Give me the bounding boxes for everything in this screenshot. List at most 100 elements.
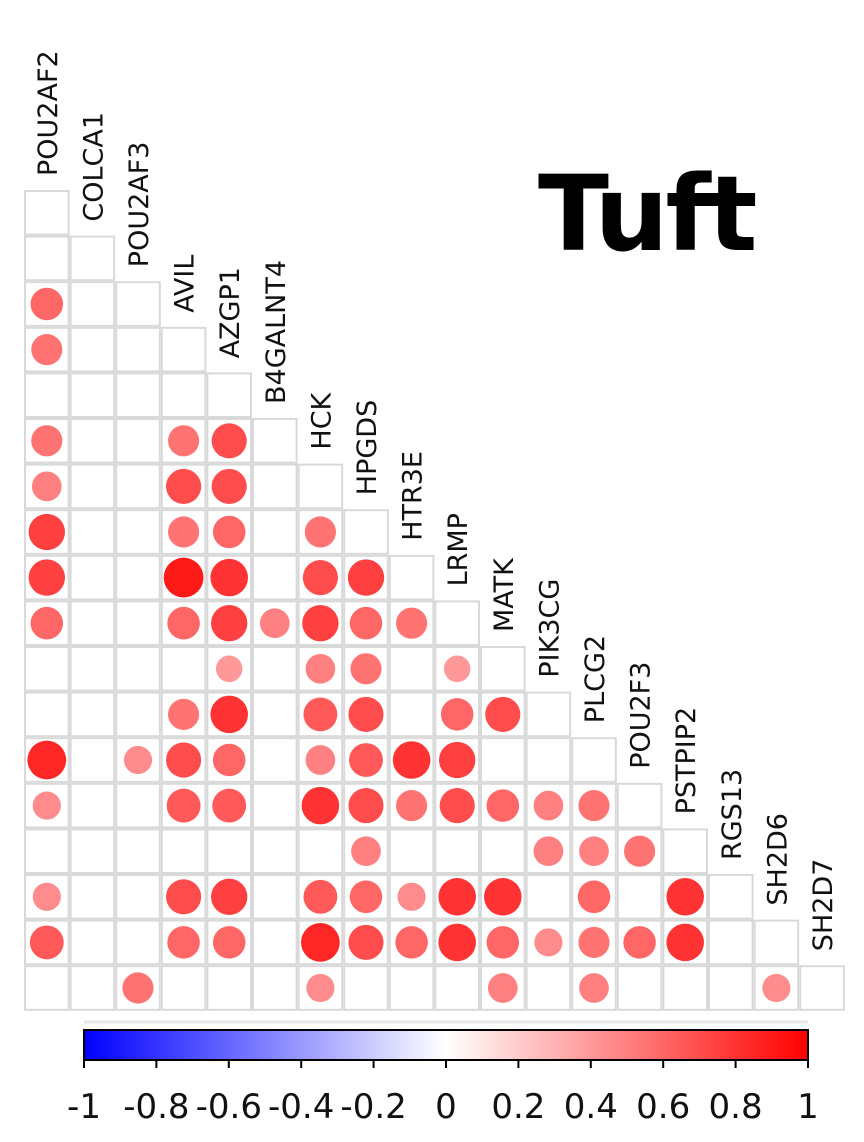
cell-sh2d7-pik3cg bbox=[525, 965, 572, 1011]
cell-plcg2-pik3cg bbox=[525, 737, 572, 783]
cell-rgs13-colca1 bbox=[69, 874, 116, 920]
cell-sh2d7-lrmp bbox=[434, 965, 480, 1011]
corr-htr3e-azgp1 bbox=[210, 558, 248, 597]
corr-pik3cg-matk bbox=[485, 696, 521, 732]
corr-plcg2-pou2af3 bbox=[123, 745, 153, 775]
cell-azgp1-pou2af2 bbox=[24, 372, 70, 418]
corr-pstpip2-plcg2 bbox=[579, 836, 609, 867]
corr-sh2d7-plcg2 bbox=[579, 973, 609, 1003]
cell-pik3cg-pou2af3 bbox=[115, 691, 161, 738]
corr-sh2d6-plcg2 bbox=[578, 926, 610, 958]
corr-plcg2-pou2af2 bbox=[27, 740, 67, 780]
cell-pstpip2-pstpip2 bbox=[662, 828, 709, 875]
corr-sh2d6-htr3e bbox=[395, 926, 428, 959]
colorbar-tick-label: -0.6 bbox=[196, 1087, 262, 1127]
gene-label-htr3e: HTR3E bbox=[398, 451, 429, 541]
corr-b4galnt4-pou2af2 bbox=[31, 425, 63, 457]
gene-label-colca1: COLCA1 bbox=[78, 112, 109, 222]
colorbar-tick-label: -0.4 bbox=[268, 1087, 334, 1127]
corr-b4galnt4-azgp1 bbox=[211, 423, 247, 459]
cell-sh2d7-colca1 bbox=[69, 965, 116, 1011]
corr-plcg2-hck bbox=[305, 745, 336, 775]
cell-b4galnt4-colca1 bbox=[69, 418, 116, 464]
cell-matk-avil bbox=[160, 646, 207, 692]
corr-sh2d6-hck bbox=[301, 923, 340, 962]
colorbar-tick-label: 0.8 bbox=[709, 1087, 763, 1127]
colorbar-tick-label: 0.2 bbox=[491, 1087, 545, 1127]
corr-pou2f3-hpgds bbox=[348, 788, 384, 824]
corr-htr3e-pou2af2 bbox=[28, 559, 65, 596]
corr-pik3cg-hck bbox=[303, 697, 338, 732]
corr-b4galnt4-avil bbox=[168, 425, 200, 457]
cell-matk-b4galnt4 bbox=[252, 646, 298, 692]
cell-htr3e-b4galnt4 bbox=[252, 554, 298, 601]
cell-b4galnt4-pou2af3 bbox=[115, 418, 161, 464]
cell-pou2f3-pou2af3 bbox=[115, 782, 161, 829]
cell-pstpip2-matk bbox=[480, 828, 526, 875]
chart-title: Tuft bbox=[538, 153, 758, 275]
gene-label-sh2d6: SH2D6 bbox=[762, 813, 793, 906]
corr-matk-hck bbox=[305, 653, 336, 684]
corr-lrmp-b4galnt4 bbox=[259, 608, 290, 639]
cell-hpgds-hpgds bbox=[343, 509, 389, 555]
cell-sh2d7-avil bbox=[160, 965, 207, 1011]
cell-pik3cg-pou2af2 bbox=[24, 691, 70, 738]
cell-avil-avil bbox=[160, 326, 207, 373]
corr-pou2f3-plcg2 bbox=[578, 790, 610, 822]
gene-label-pstpip2: PSTPIP2 bbox=[671, 707, 702, 815]
corr-rgs13-hck bbox=[303, 879, 338, 914]
cell-lrmp-colca1 bbox=[69, 600, 116, 647]
correlation-circles bbox=[27, 287, 791, 1004]
cell-sh2d6-sh2d6 bbox=[753, 919, 800, 966]
cell-pstpip2-azgp1 bbox=[206, 828, 252, 875]
corr-hpgds-hck bbox=[304, 516, 336, 548]
cell-hpgds-colca1 bbox=[69, 509, 116, 555]
cell-rgs13-htr3e bbox=[388, 874, 435, 920]
cell-avil-colca1 bbox=[69, 326, 116, 373]
corr-rgs13-hpgds bbox=[349, 880, 383, 914]
colorbar-tick-label: 0 bbox=[435, 1087, 457, 1127]
cell-rgs13-pou2af3 bbox=[115, 874, 161, 920]
gene-label-plcg2: PLCG2 bbox=[580, 635, 611, 723]
cell-plcg2-plcg2 bbox=[571, 737, 617, 783]
cell-sh2d6-rgs13 bbox=[708, 919, 754, 966]
corr-matk-lrmp bbox=[443, 655, 471, 683]
gene-labels: POU2AF2 COLCA1 POU2AF3 AVIL AZGP1 B4GALNT4 HCK… bbox=[33, 50, 839, 951]
corr-lrmp-htr3e bbox=[396, 607, 428, 639]
cell-sh2d7-sh2d7 bbox=[799, 965, 845, 1011]
colorbar-tick-label: -0.2 bbox=[340, 1087, 406, 1127]
cell-pstpip2-hck bbox=[297, 828, 344, 875]
corr-sh2d6-pik3cg bbox=[534, 928, 563, 957]
colorbar-tick-label: 0.4 bbox=[564, 1087, 618, 1127]
corr-plcg2-hpgds bbox=[349, 743, 383, 777]
gene-label-b4galnt4: B4GALNT4 bbox=[261, 260, 292, 404]
corr-pstpip2-pik3cg bbox=[533, 836, 564, 867]
corr-lrmp-avil bbox=[167, 606, 200, 640]
corr-avil-pou2af2 bbox=[31, 334, 63, 366]
gene-label-lrmp: LRMP bbox=[443, 513, 474, 586]
cell-sh2d7-pstpip2 bbox=[662, 965, 709, 1011]
corr-pou2af3-pou2af2 bbox=[30, 287, 64, 321]
cell-sh2d6-colca1 bbox=[69, 919, 116, 966]
cell-rgs13-pik3cg bbox=[525, 874, 572, 920]
corr-htr3e-avil bbox=[163, 557, 204, 598]
corr-hpgds-pou2af2 bbox=[28, 513, 65, 551]
corr-rgs13-lrmp bbox=[438, 878, 476, 916]
cell-pstpip2-lrmp bbox=[434, 828, 480, 875]
corr-pou2f3-pou2af2 bbox=[32, 791, 61, 820]
corr-pou2f3-lrmp bbox=[439, 788, 475, 824]
cell-htr3e-colca1 bbox=[69, 554, 116, 601]
corr-pik3cg-avil bbox=[168, 698, 200, 730]
cell-sh2d6-b4galnt4 bbox=[252, 919, 298, 966]
colorbar: -1 -0.8 -0.6 -0.4 -0.2 0 0.2 0.4 0.6 0.8 1 bbox=[67, 1020, 819, 1127]
corr-sh2d6-pou2af2 bbox=[29, 925, 64, 960]
corr-lrmp-azgp1 bbox=[211, 605, 248, 642]
cell-sh2d7-hpgds bbox=[343, 965, 389, 1011]
cell-pik3cg-b4galnt4 bbox=[252, 691, 298, 738]
cell-pik3cg-htr3e bbox=[388, 691, 435, 738]
cell-hck-colca1 bbox=[69, 463, 116, 510]
cell-matk-pou2af2 bbox=[24, 646, 70, 692]
cell-pstpip2-b4galnt4 bbox=[252, 828, 298, 875]
corr-hpgds-azgp1 bbox=[212, 515, 246, 549]
corr-plcg2-htr3e bbox=[392, 741, 431, 779]
